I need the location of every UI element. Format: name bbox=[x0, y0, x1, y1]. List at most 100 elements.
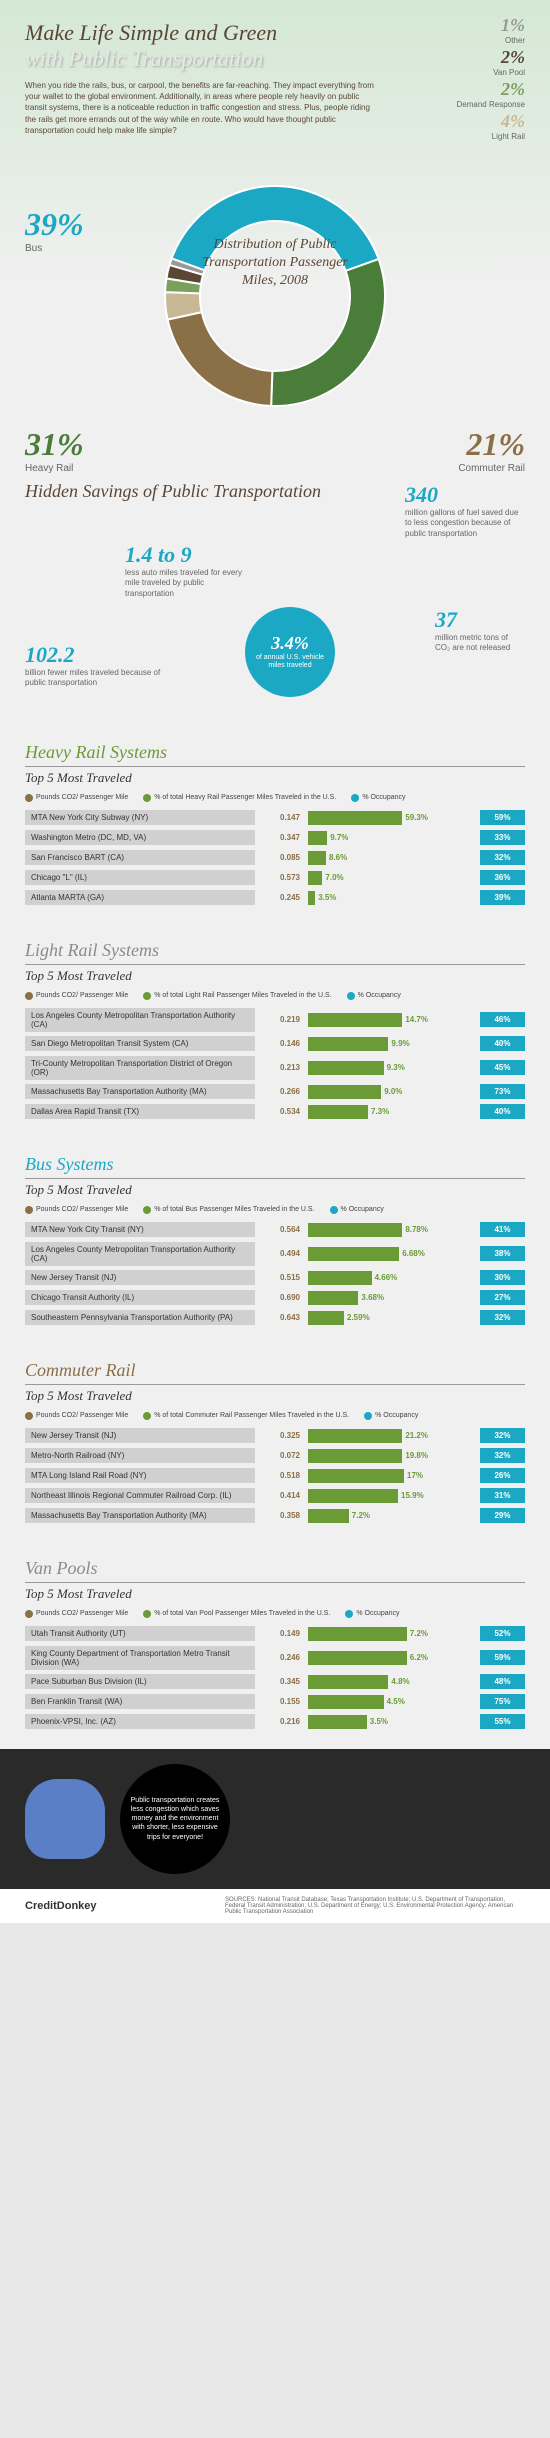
row-occ: 46% bbox=[480, 1012, 525, 1027]
row-name: Massachusetts Bay Transportation Authori… bbox=[25, 1084, 255, 1099]
row-bar bbox=[308, 1675, 388, 1689]
row-pct: 4.5% bbox=[387, 1697, 405, 1706]
row-co2: 0.690 bbox=[259, 1290, 304, 1305]
legend-label: % Occupancy bbox=[375, 1412, 418, 1419]
stat-label: Other bbox=[457, 36, 525, 45]
row-co2: 0.347 bbox=[259, 830, 304, 845]
row-bar bbox=[308, 1311, 344, 1325]
data-row: Atlanta MARTA (GA) 0.245 3.5% 39% bbox=[25, 890, 525, 906]
hstat-text: billion fewer miles traveled because of … bbox=[25, 668, 165, 689]
row-co2: 0.147 bbox=[259, 810, 304, 825]
row-bar-wrap: 9.0% bbox=[308, 1084, 428, 1100]
legend-label: % Occupancy bbox=[356, 1610, 399, 1617]
row-occ: 32% bbox=[480, 1428, 525, 1443]
data-row: San Diego Metropolitan Transit System (C… bbox=[25, 1036, 525, 1052]
donut-title: Distribution of Public Transportation Pa… bbox=[195, 236, 355, 291]
hidden-savings-section: Hidden Savings of Public Transportation … bbox=[0, 466, 550, 727]
row-name: San Francisco BART (CA) bbox=[25, 850, 255, 865]
system-section: Light Rail Systems Top 5 Most Traveled P… bbox=[0, 925, 550, 1139]
row-co2: 0.219 bbox=[259, 1012, 304, 1027]
row-bar-wrap: 59.3% bbox=[308, 810, 428, 826]
circle-text: of annual U.S. vehicle miles traveled bbox=[245, 654, 335, 671]
data-row: MTA Long Island Rail Road (NY) 0.518 17%… bbox=[25, 1468, 525, 1484]
row-bar-wrap: 7.3% bbox=[308, 1104, 428, 1120]
row-co2: 0.518 bbox=[259, 1468, 304, 1483]
row-bar bbox=[308, 1291, 358, 1305]
data-row: New Jersey Transit (NJ) 0.325 21.2% 32% bbox=[25, 1428, 525, 1444]
system-title: Van Pools bbox=[25, 1558, 525, 1583]
row-bar bbox=[308, 1489, 398, 1503]
system-subtitle: Top 5 Most Traveled bbox=[25, 1182, 525, 1198]
row-occ: 59% bbox=[480, 810, 525, 825]
row-co2: 0.515 bbox=[259, 1270, 304, 1285]
stat-pct: 4% bbox=[457, 111, 525, 132]
row-bar bbox=[308, 1085, 381, 1099]
row-co2: 0.266 bbox=[259, 1084, 304, 1099]
row-co2: 0.146 bbox=[259, 1036, 304, 1051]
row-bar-wrap: 14.7% bbox=[308, 1012, 428, 1028]
row-bar bbox=[308, 1037, 388, 1051]
row-bar bbox=[308, 1509, 349, 1523]
credit-logo: CreditDonkey bbox=[25, 1900, 97, 1912]
row-bar-wrap: 3.5% bbox=[308, 1714, 428, 1730]
data-row: Massachusetts Bay Transportation Authori… bbox=[25, 1508, 525, 1524]
row-bar bbox=[308, 1013, 402, 1027]
legend-label: Pounds CO2/ Passenger Mile bbox=[36, 1206, 128, 1213]
header-section: Make Life Simple and Green with Public T… bbox=[0, 0, 550, 146]
row-co2: 0.643 bbox=[259, 1310, 304, 1325]
row-co2: 0.494 bbox=[259, 1246, 304, 1261]
legend-label: % Occupancy bbox=[341, 1206, 384, 1213]
row-pct: 9.0% bbox=[384, 1087, 402, 1096]
legend-co2: Pounds CO2/ Passenger Mile bbox=[25, 1412, 128, 1420]
row-name: MTA New York City Transit (NY) bbox=[25, 1222, 255, 1237]
legend-pct: % of total Commuter Rail Passenger Miles… bbox=[143, 1412, 349, 1420]
row-occ: 40% bbox=[480, 1104, 525, 1119]
row-bar bbox=[308, 1651, 407, 1665]
system-section: Heavy Rail Systems Top 5 Most Traveled P… bbox=[0, 727, 550, 925]
title-line-1: Make Life Simple and Green bbox=[25, 20, 525, 46]
row-bar-wrap: 6.2% bbox=[308, 1650, 428, 1666]
row-name: Dallas Area Rapid Transit (TX) bbox=[25, 1104, 255, 1119]
legend-label: % of total Light Rail Passenger Miles Tr… bbox=[154, 992, 331, 999]
row-occ: 36% bbox=[480, 870, 525, 885]
hstat-miles: 1.4 to 9 less auto miles traveled for ev… bbox=[125, 542, 245, 599]
legend-dot bbox=[347, 992, 355, 1000]
row-bar-wrap: 19.8% bbox=[308, 1448, 428, 1464]
hstat-billion: 102.2 billion fewer miles traveled becau… bbox=[25, 642, 165, 689]
data-row: Dallas Area Rapid Transit (TX) 0.534 7.3… bbox=[25, 1104, 525, 1120]
row-occ: 39% bbox=[480, 890, 525, 905]
row-bar bbox=[308, 1469, 404, 1483]
row-pct: 8.6% bbox=[329, 853, 347, 862]
legend-occ: % Occupancy bbox=[330, 1206, 384, 1214]
row-bar bbox=[308, 871, 322, 885]
row-co2: 0.414 bbox=[259, 1488, 304, 1503]
row-pct: 7.2% bbox=[352, 1511, 370, 1520]
row-name: Ben Franklin Transit (WA) bbox=[25, 1694, 255, 1709]
title-line-2: with Public Transportation bbox=[25, 46, 525, 72]
row-bar bbox=[308, 1247, 399, 1261]
legend-dot bbox=[345, 1610, 353, 1618]
intro-text: When you ride the rails, bus, or carpool… bbox=[25, 80, 375, 136]
system-subtitle: Top 5 Most Traveled bbox=[25, 968, 525, 984]
row-pct: 14.7% bbox=[405, 1015, 428, 1024]
system-title: Bus Systems bbox=[25, 1154, 525, 1179]
stat-label: Van Pool bbox=[457, 68, 525, 77]
hstat-num: 1.4 to 9 bbox=[125, 542, 245, 568]
row-name: Atlanta MARTA (GA) bbox=[25, 890, 255, 905]
row-pct: 4.66% bbox=[375, 1273, 398, 1282]
row-name: Los Angeles County Metropolitan Transpor… bbox=[25, 1242, 255, 1266]
system-subtitle: Top 5 Most Traveled bbox=[25, 1388, 525, 1404]
row-name: New Jersey Transit (NJ) bbox=[25, 1428, 255, 1443]
data-row: Northeast Illinois Regional Commuter Rai… bbox=[25, 1488, 525, 1504]
data-row: New Jersey Transit (NJ) 0.515 4.66% 30% bbox=[25, 1270, 525, 1286]
row-name: MTA New York City Subway (NY) bbox=[25, 810, 255, 825]
row-bar bbox=[308, 1223, 402, 1237]
legend-label: % of total Van Pool Passenger Miles Trav… bbox=[154, 1610, 330, 1617]
row-pct: 17% bbox=[407, 1471, 423, 1480]
row-name: Washington Metro (DC, MD, VA) bbox=[25, 830, 255, 845]
legend-dot bbox=[143, 992, 151, 1000]
row-bar-wrap: 8.78% bbox=[308, 1222, 428, 1238]
row-pct: 9.3% bbox=[387, 1063, 405, 1072]
bus-pct: 39% bbox=[25, 206, 84, 243]
system-title: Light Rail Systems bbox=[25, 940, 525, 965]
